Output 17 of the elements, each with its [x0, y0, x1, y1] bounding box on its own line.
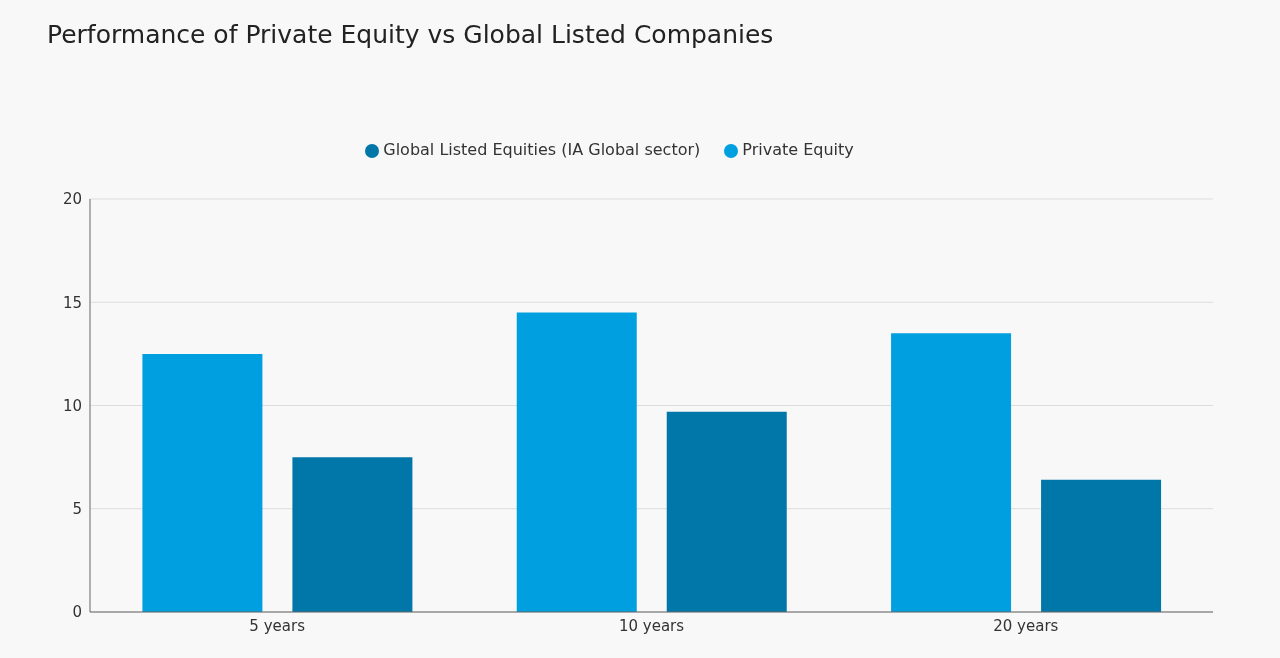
- bar: [666, 411, 787, 612]
- bar: [142, 353, 263, 612]
- bar: [292, 457, 413, 612]
- y-tick-label: 0: [72, 603, 82, 622]
- y-tick-label: 15: [62, 293, 82, 312]
- y-tick-label: 5: [72, 500, 82, 519]
- legend-label: Global Listed Equities (IA Global sector): [383, 140, 701, 159]
- bar: [1041, 479, 1162, 612]
- bar: [516, 312, 637, 612]
- y-tick-label: 20: [62, 190, 82, 209]
- x-tick-label: 10 years: [618, 616, 685, 635]
- chart-title: Performance of Private Equity vs Global Listed Companies: [47, 20, 774, 49]
- legend-label: Private Equity: [742, 140, 854, 159]
- y-tick-label: 10: [62, 396, 82, 415]
- bar: [891, 333, 1012, 612]
- x-tick-label: 20 years: [993, 616, 1059, 635]
- x-tick-label: 5 years: [249, 616, 306, 635]
